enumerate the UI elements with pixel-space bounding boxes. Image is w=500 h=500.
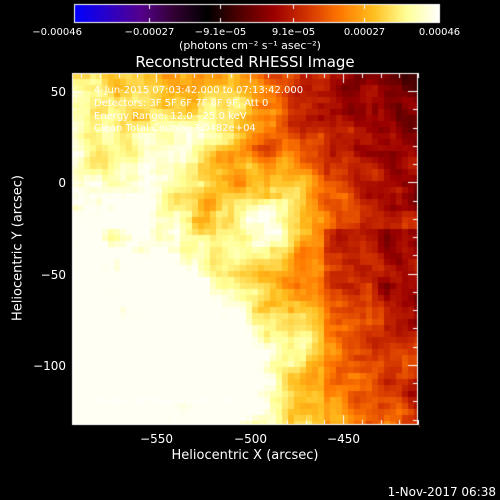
colorbar-tick-label: 0.00027 xyxy=(343,27,386,38)
annotation-energy-range: Energy Range: 12.0 - 25.0 keV xyxy=(94,111,247,122)
annotation-time-range: 4-Jun-2015 07:03:42.000 to 07:13:42.000 xyxy=(94,85,304,96)
x-tick-label: −550 xyxy=(140,432,173,446)
chart-title: Reconstructed RHESSI Image xyxy=(135,53,355,71)
y-tick-label: 50 xyxy=(50,84,66,99)
y-axis-label: Heliocentric Y (arcsec) xyxy=(10,175,26,321)
colorbar-tick-label: 9.1e−05 xyxy=(271,27,316,38)
x-tick-label: −500 xyxy=(234,432,267,446)
y-tick-label: −50 xyxy=(40,267,66,282)
colorbar-tick-label: −0.00046 xyxy=(32,27,82,38)
y-tick-label: −100 xyxy=(33,358,66,373)
timestamp: 1-Nov-2017 06:38 xyxy=(387,485,496,499)
annotation-total-counts: Clean Total Counts: 3.0482e+04 xyxy=(94,123,256,134)
annotation-detectors: Detectors: 3F 5F 6F 7F 8F 9F, Att 0 xyxy=(94,98,269,109)
colorbar-tick-label: 0.00046 xyxy=(418,27,461,38)
x-axis-label: Heliocentric X (arcsec) xyxy=(171,448,319,463)
peak-position-label: Position of Peak = [-491,-26] xyxy=(94,396,238,407)
y-tick-label: 0 xyxy=(58,175,66,190)
x-tick-label: −450 xyxy=(327,432,360,446)
colorbar-title: (photons cm⁻² s⁻¹ asec⁻²) xyxy=(179,39,321,52)
colorbar-tick-label: −0.00027 xyxy=(124,27,175,38)
colorbar-tick-label: −9.1e−05 xyxy=(194,27,247,38)
